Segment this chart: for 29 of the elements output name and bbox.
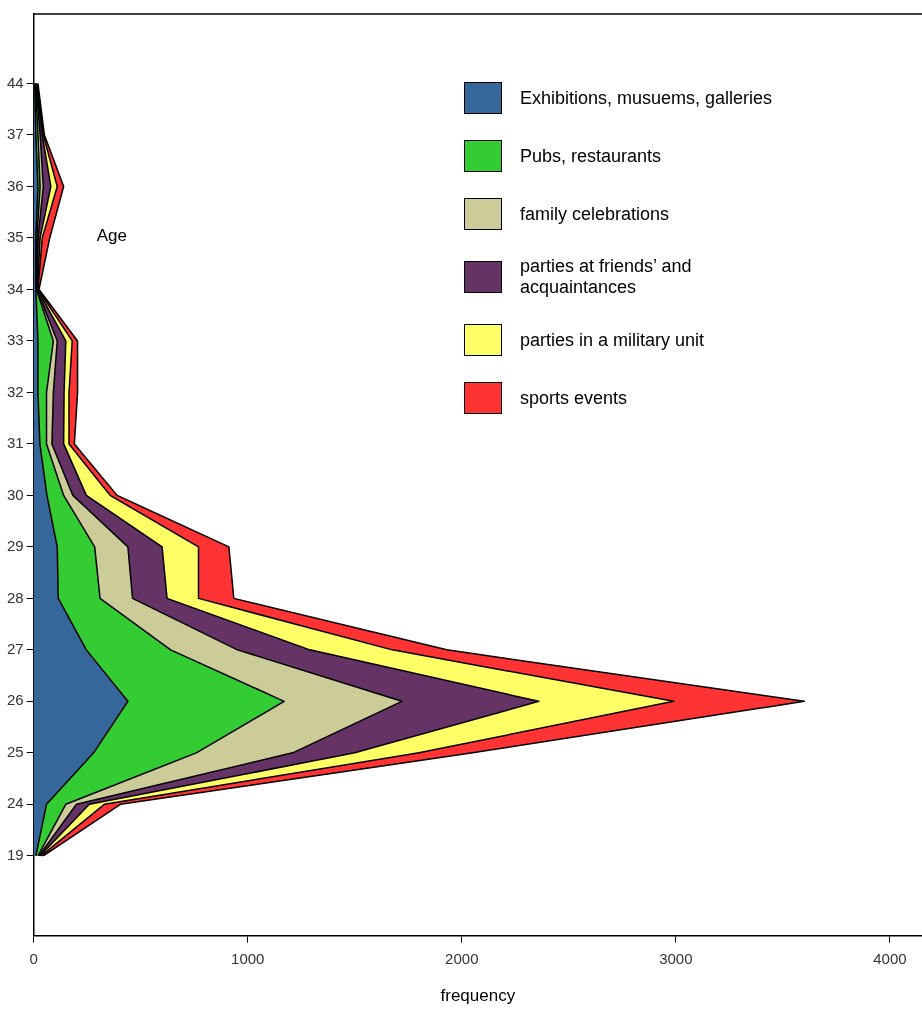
legend-label: Exhibitions, musuems, galleries xyxy=(520,87,774,109)
y-tick-label: 25 xyxy=(7,742,24,760)
y-tick-label: 27 xyxy=(7,639,24,657)
y-tick-label: 29 xyxy=(7,537,24,555)
y-tick-label: 26 xyxy=(7,691,24,709)
y-tick-label: 33 xyxy=(7,331,24,349)
y-tick-label: 44 xyxy=(7,73,24,91)
x-tick-label: 2000 xyxy=(445,949,479,967)
legend-label: sports events xyxy=(520,387,629,409)
legend-label: Pubs, restaurants xyxy=(520,145,663,167)
y-tick-label: 36 xyxy=(7,176,24,194)
y-axis-title: Age xyxy=(96,225,127,245)
legend-label: parties in a military unit xyxy=(520,329,706,351)
y-tick-label: 34 xyxy=(7,279,24,297)
y-tick-label: 28 xyxy=(7,588,24,606)
x-tick-label: 3000 xyxy=(659,949,693,967)
x-tick-label: 0 xyxy=(29,949,38,967)
y-tick-label: 35 xyxy=(7,228,24,246)
x-tick-label: 1000 xyxy=(231,949,265,967)
x-tick-label: 4000 xyxy=(873,949,907,967)
y-tick-label: 31 xyxy=(7,434,24,452)
y-tick-label: 24 xyxy=(7,794,24,812)
legend-label: parties at friends’ and acquaintances xyxy=(520,256,693,298)
legend-label: family celebrations xyxy=(520,203,671,225)
y-tick-label: 32 xyxy=(7,382,24,400)
y-tick-label: 37 xyxy=(7,125,24,143)
y-tick-label: 19 xyxy=(7,845,24,863)
x-axis-title: frequency xyxy=(440,986,516,1006)
y-tick-label: 30 xyxy=(7,485,24,503)
